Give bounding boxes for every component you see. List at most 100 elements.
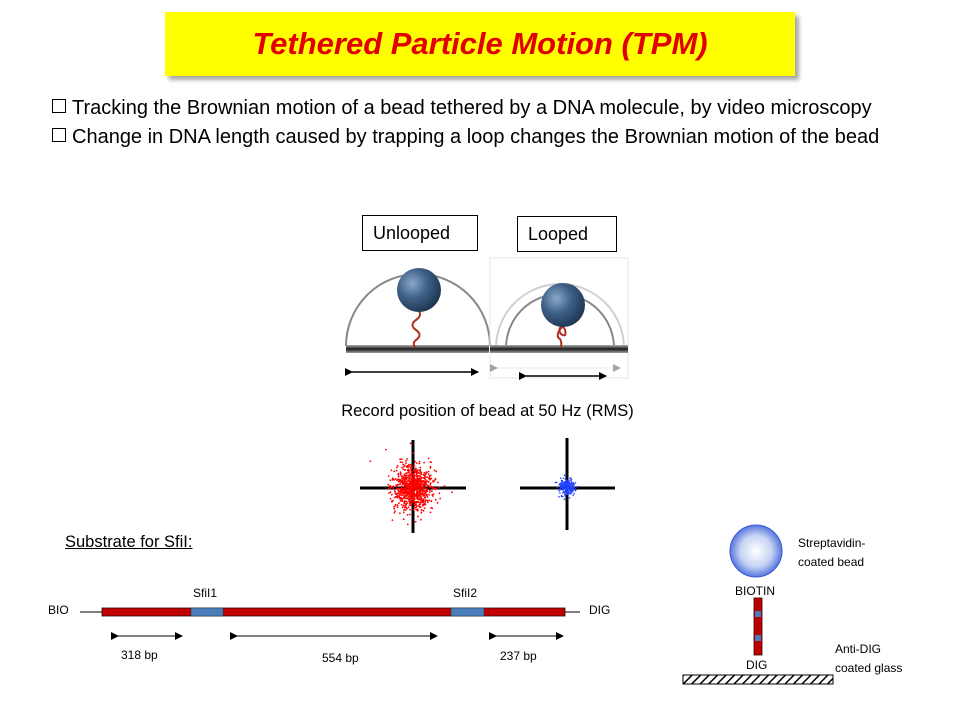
scatter-point [405, 462, 407, 464]
scatter-point [399, 492, 402, 494]
scatter-point [419, 489, 421, 492]
scatter-point [559, 482, 561, 485]
scatter-point [433, 480, 435, 482]
scatter-point [405, 459, 407, 462]
scatter-point [570, 477, 572, 479]
scatter-point [430, 490, 433, 493]
scatter-point [413, 501, 416, 503]
scatter-point [402, 511, 405, 514]
tether-schematic [682, 524, 834, 685]
sfii-site-1 [190, 607, 224, 617]
scatter-point [420, 509, 423, 511]
scatter-point [554, 481, 557, 484]
scatter-point [422, 487, 425, 489]
scatter-point [419, 484, 422, 486]
scatter-point [562, 486, 565, 489]
scatter-point [398, 495, 400, 497]
scatter-point [400, 494, 402, 497]
scatter-point [403, 487, 406, 490]
scatter-point [426, 499, 429, 502]
tether-site-1 [755, 611, 761, 617]
scatter-point [428, 499, 431, 502]
scatter-point [429, 489, 431, 492]
scatter-point [419, 501, 422, 504]
scatter-point [409, 442, 412, 445]
scatter-point [414, 520, 417, 523]
scatter-point [430, 482, 432, 484]
scatter-point [388, 492, 390, 494]
scatter-point [394, 510, 396, 513]
scatter-point [409, 476, 411, 479]
scatter-point [406, 458, 409, 460]
scatter-point [570, 480, 573, 483]
scatter-point [562, 485, 564, 487]
scatter-point [389, 485, 392, 487]
scatter-point [409, 486, 412, 489]
scatter-point [417, 501, 420, 503]
scatter-point [566, 486, 569, 488]
scatter-point [389, 487, 392, 489]
scatter-point [435, 470, 438, 473]
scatter-point [422, 491, 424, 493]
scatter-point [426, 476, 429, 479]
unlooped-glass-surface [346, 345, 489, 353]
scatter-point [412, 500, 415, 503]
scatter-point [423, 497, 426, 499]
scatter-point [419, 466, 422, 469]
scatter-point [397, 492, 400, 495]
scatter-point [429, 511, 432, 514]
scatter-point [564, 484, 567, 486]
scatter-point [417, 515, 419, 518]
scatter-point [569, 487, 571, 489]
scatter-point [421, 480, 424, 482]
scatter-point [401, 483, 404, 485]
substrate-diagram [80, 607, 580, 640]
scatter-point [408, 474, 411, 477]
scatter-point [428, 491, 431, 493]
scatter-point [403, 509, 405, 511]
scatter-point [420, 477, 423, 480]
scatter-point [422, 499, 425, 502]
scatter-point [391, 519, 394, 521]
scatter-point [403, 504, 405, 507]
scatter-point [568, 482, 571, 484]
scatter-point [400, 474, 402, 476]
scatter-point [406, 464, 409, 467]
scatter-point [414, 474, 416, 477]
record-caption: Record position of bead at 50 Hz (RMS) [341, 402, 634, 420]
scatter-point [396, 487, 398, 490]
scatter-point [561, 487, 564, 490]
scatter-point [438, 492, 441, 495]
scatter-point [407, 471, 410, 474]
checkbox-bullet-icon [52, 128, 66, 142]
scatter-point [409, 508, 411, 511]
scatter-point [403, 473, 406, 476]
scatter-point [420, 473, 423, 476]
scatter-point [566, 481, 569, 484]
scatter-point [387, 475, 390, 477]
coated-glass-surface [682, 674, 834, 685]
scatter-point [397, 473, 400, 476]
scatter-point [389, 479, 392, 482]
scatter-point [416, 509, 419, 512]
scatter-point [423, 507, 426, 510]
scatter-point [427, 485, 430, 487]
scatter-point [409, 483, 412, 486]
scatter-point [402, 468, 404, 470]
scatter-point [407, 492, 410, 495]
scatter-point [423, 492, 426, 495]
scatter-point [425, 499, 427, 501]
scatter-point [396, 466, 398, 469]
scatter-point [559, 488, 561, 491]
scatter-point [416, 479, 418, 482]
biotin-label: BIOTIN [735, 584, 776, 598]
scatter-point [564, 495, 567, 497]
scatter-point [555, 481, 558, 484]
scatter-point [403, 494, 406, 497]
scatter-point [402, 463, 405, 466]
scatter-point [396, 495, 399, 498]
scatter-point [418, 478, 420, 481]
scatter-point [426, 501, 429, 504]
scatter-point [439, 497, 442, 500]
scatter-point [566, 493, 568, 495]
